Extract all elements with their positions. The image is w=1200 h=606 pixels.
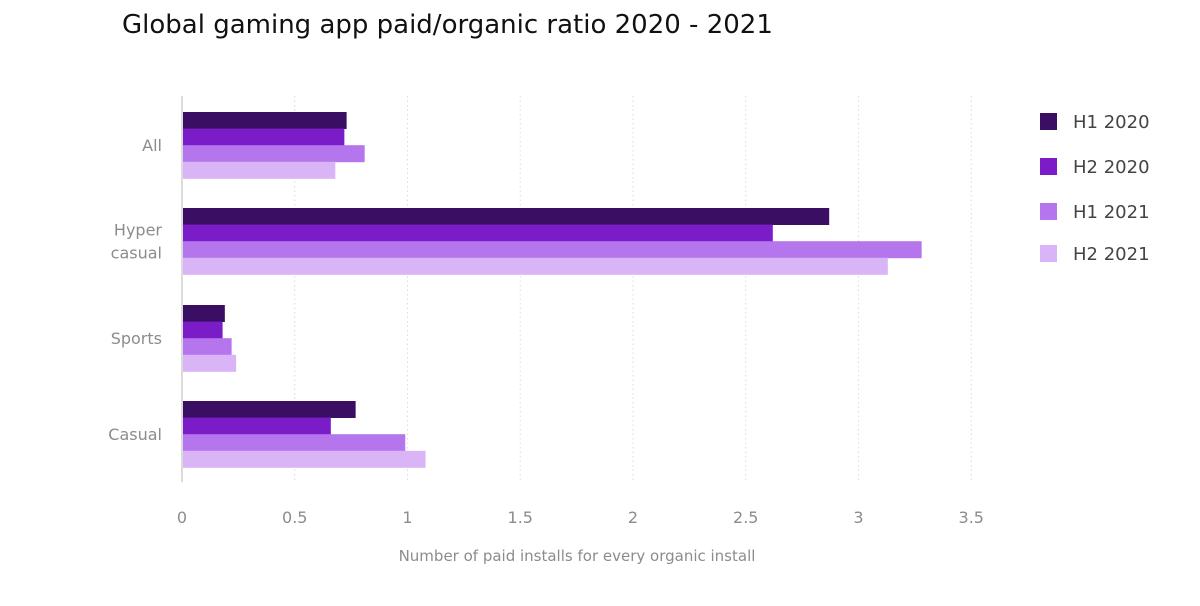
bar	[183, 434, 406, 452]
x-tick-label: 3	[853, 508, 863, 527]
legend-label: H2 2021	[1073, 244, 1150, 265]
bar	[183, 128, 345, 146]
y-category-label: Sports	[111, 329, 162, 348]
bar	[183, 112, 347, 129]
bar	[183, 401, 356, 418]
bar	[183, 417, 331, 435]
bar	[183, 224, 773, 242]
x-tick-label: 0	[177, 508, 187, 527]
chart-title: Global gaming app paid/organic ratio 202…	[122, 10, 773, 40]
bar	[183, 450, 426, 468]
bar	[183, 208, 830, 225]
legend-swatch	[1040, 203, 1057, 220]
x-tick-label: 1.5	[508, 508, 533, 527]
bar	[183, 161, 336, 179]
bar	[183, 305, 225, 322]
legend-swatch	[1040, 158, 1057, 175]
x-tick-label: 1	[402, 508, 412, 527]
legend-label: H1 2021	[1073, 202, 1150, 223]
legend-label: H2 2020	[1073, 157, 1150, 178]
x-tick-label: 2	[628, 508, 638, 527]
legend-swatch	[1040, 245, 1057, 262]
bar	[183, 241, 922, 259]
y-category-label: All	[142, 136, 162, 155]
bar	[183, 338, 232, 356]
x-tick-label: 0.5	[282, 508, 307, 527]
bar	[183, 354, 237, 372]
bar	[183, 145, 365, 163]
legend-swatch	[1040, 113, 1057, 130]
y-category-label: Hyper casual	[111, 221, 163, 263]
x-tick-label: 2.5	[733, 508, 758, 527]
bar	[183, 321, 223, 339]
bar	[183, 257, 888, 275]
y-category-label: Casual	[108, 425, 162, 444]
legend-label: H1 2020	[1073, 112, 1150, 133]
x-tick-label: 3.5	[959, 508, 984, 527]
x-axis-label: Number of paid installs for every organi…	[399, 547, 756, 565]
